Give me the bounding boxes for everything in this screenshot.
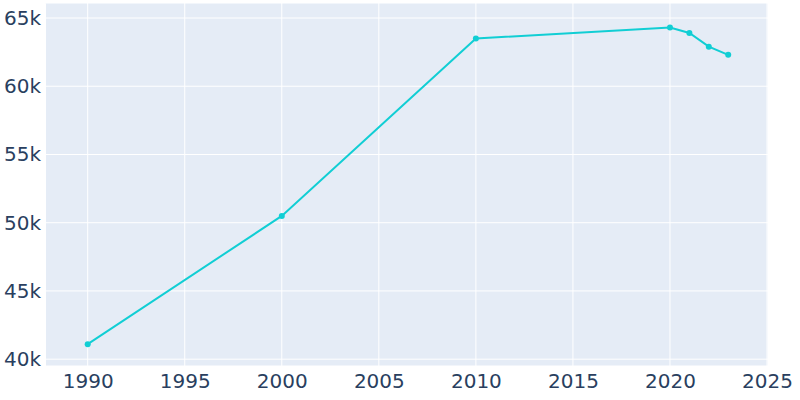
grid	[45, 3, 768, 366]
tick: 2000	[257, 366, 308, 393]
plot-frame	[45, 3, 768, 366]
grid-line-y	[45, 154, 768, 155]
tick-label: 2000	[257, 369, 308, 393]
tick: 2020	[645, 366, 696, 393]
plot: 1990 1995 2000 2005 2010 2015 2020 2025 40k 45k 50…	[4, 3, 793, 393]
tick: 2010	[451, 366, 502, 393]
tick-label: 50k	[4, 211, 41, 235]
grid-line-y	[45, 86, 768, 87]
point	[85, 341, 91, 347]
plot-background	[45, 3, 768, 366]
grid-line-y	[45, 222, 768, 223]
grid-line-x	[87, 3, 88, 366]
grid-line-x	[184, 3, 185, 366]
tick-label: 2015	[548, 369, 599, 393]
point	[706, 44, 712, 50]
tick-label: 2020	[645, 369, 696, 393]
series	[85, 25, 732, 348]
tick: 1990	[63, 366, 114, 393]
grid-line-x	[572, 3, 573, 366]
point	[667, 25, 673, 31]
tick: 60k	[4, 74, 45, 98]
grid-line-y	[45, 18, 768, 19]
tick-label: 40k	[4, 347, 41, 371]
x-axis: 1990 1995 2000 2005 2010 2015 2020 2025	[46, 366, 793, 393]
tick: 2025	[742, 366, 793, 393]
grid-line-x	[475, 3, 476, 366]
y-axis: 40k 45k 50k 55k 60k 65k	[4, 4, 46, 372]
tick-label: 60k	[4, 74, 41, 98]
tick-label: 2010	[451, 369, 502, 393]
tick: 2015	[548, 366, 599, 393]
tick: 55k	[4, 142, 45, 166]
tick: 45k	[4, 279, 45, 303]
tick: 40k	[4, 347, 45, 371]
grid-line-y	[45, 290, 768, 291]
tick-label: 1995	[160, 369, 211, 393]
tick-label: 55k	[4, 142, 41, 166]
grid-line-y	[45, 359, 768, 360]
tick: 50k	[4, 211, 45, 235]
line	[88, 28, 729, 345]
axis-line	[45, 4, 46, 367]
grid-line-x	[767, 3, 768, 366]
grid-line-x	[378, 3, 379, 366]
tick: 2005	[354, 366, 405, 393]
tick-label: 65k	[4, 6, 41, 30]
chart: 1990 1995 2000 2005 2010 2015 2020 2025 40k 45k 50…	[0, 0, 800, 400]
point	[686, 30, 692, 36]
tick-label: 1990	[63, 369, 114, 393]
point	[279, 213, 285, 219]
grid-line-x	[669, 3, 670, 366]
point	[725, 52, 731, 58]
tick: 1995	[160, 366, 211, 393]
tick-label: 45k	[4, 279, 41, 303]
tick-label: 2025	[742, 369, 793, 393]
tick-label: 2005	[354, 369, 405, 393]
point	[473, 35, 479, 41]
axis-line	[46, 366, 769, 367]
grid-line-x	[281, 3, 282, 366]
tick: 65k	[4, 6, 45, 30]
